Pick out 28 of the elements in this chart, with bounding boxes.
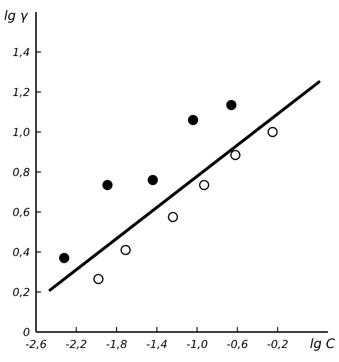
- point: [226, 100, 236, 110]
- y-tick-label: 0,6: [12, 206, 30, 219]
- y-tick-label: 0,2: [12, 286, 30, 299]
- point: [188, 114, 198, 126]
- point: [199, 180, 210, 190]
- x-tick-label: -2,6: [25, 338, 47, 351]
- y-tick-label: 1,4: [12, 46, 30, 59]
- x-tick-label: -0,2: [266, 338, 288, 351]
- y-tick-label: 0,4: [12, 246, 30, 259]
- point: [102, 180, 113, 190]
- point: [267, 126, 278, 138]
- y-tick-label: 1,2: [12, 86, 30, 99]
- x-tick-label: -1,0: [186, 338, 208, 351]
- y-axis-title: lg γ: [4, 9, 29, 24]
- point: [168, 212, 178, 222]
- x-axis-title: lg C: [310, 337, 336, 352]
- y-tick-label: 0,8: [12, 166, 30, 179]
- x-tick-label: -1,8: [106, 338, 128, 351]
- point: [230, 150, 241, 160]
- point: [120, 244, 131, 256]
- point: [93, 274, 104, 284]
- point: [148, 174, 158, 186]
- y-tick-label: 0: [23, 326, 30, 339]
- point: [59, 252, 70, 264]
- x-tick-label: -2,2: [66, 338, 88, 351]
- x-tick-label: -0,6: [226, 338, 248, 351]
- y-tick-label: 1,0: [12, 126, 30, 139]
- x-tick-label: -1,4: [146, 338, 168, 351]
